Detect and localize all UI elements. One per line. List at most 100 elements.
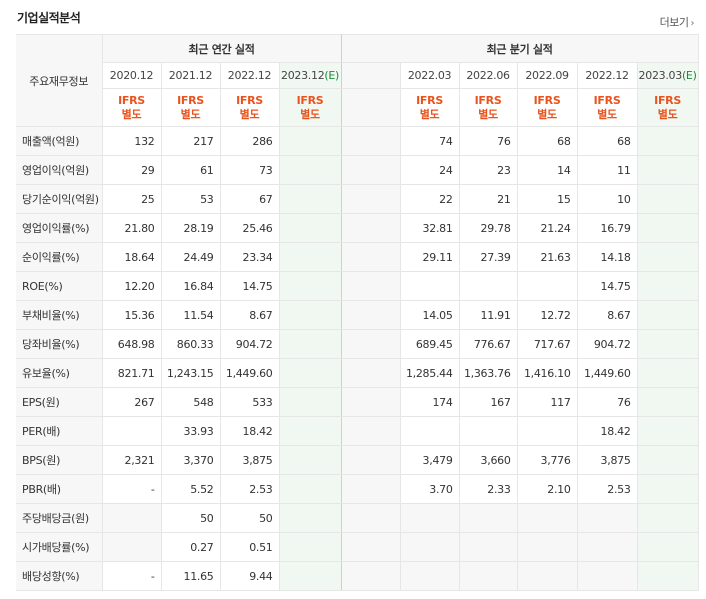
table-row: 순이익률(%) 18.64 24.49 23.34 29.11 27.39 21.63 14.… — [16, 242, 699, 272]
quarter-value-cell — [637, 242, 699, 272]
annual-value-cell: 1,243.15 — [161, 358, 221, 388]
quarter-value-cell: 3,479 — [400, 445, 460, 475]
quarter-value-cell — [459, 271, 518, 301]
spacer-cell — [341, 213, 401, 243]
annual-value-cell — [279, 300, 342, 330]
spacer-cell — [341, 474, 401, 504]
annual-value-cell: 14.75 — [220, 271, 280, 301]
corner-label: 주요재무정보 — [16, 34, 103, 127]
quarter-value-cell — [400, 503, 460, 533]
more-link[interactable]: 더보기 › — [659, 14, 695, 30]
period-label: 2022.06 — [466, 69, 510, 82]
annual-value-cell: 3,875 — [220, 445, 280, 475]
quarter-value-cell — [637, 532, 699, 562]
quarter-value-cell: 14.75 — [577, 271, 638, 301]
estimate-mark: (E) — [681, 69, 697, 82]
quarter-value-cell — [459, 561, 518, 591]
spacer-cell — [341, 503, 401, 533]
annual-value-cell: 28.19 — [161, 213, 221, 243]
row-label: EPS(원) — [16, 387, 103, 417]
ifrs-standard-cell: IFRS 별도 — [577, 88, 638, 127]
annual-value-cell: 11.54 — [161, 300, 221, 330]
annual-value-cell: 18.64 — [102, 242, 162, 272]
annual-value-cell: 0.27 — [161, 532, 221, 562]
row-label: ROE(%) — [16, 271, 103, 301]
ifrs-sub-label: 별도 — [597, 107, 617, 121]
more-label: 더보기 — [659, 16, 689, 29]
quarter-value-cell: 117 — [517, 387, 578, 417]
annual-value-cell: 61 — [161, 155, 221, 185]
spacer-cell — [341, 242, 401, 272]
quarter-value-cell — [637, 184, 699, 214]
annual-value-cell: 821.71 — [102, 358, 162, 388]
quarter-value-cell: 21 — [459, 184, 518, 214]
period-label: 2022.12 — [227, 69, 272, 82]
quarter-value-cell: 1,449.60 — [577, 358, 638, 388]
table-row: 매출액(억원) 132 217 286 74 76 68 68 — [16, 126, 699, 156]
chevron-right-icon: › — [690, 18, 695, 29]
annual-period-header: 2022.12 — [220, 62, 280, 89]
spacer-cell — [341, 271, 401, 301]
table-row: EPS(원) 267 548 533 174 167 117 76 — [16, 387, 699, 417]
table-row: 당기순이익(억원) 25 53 67 22 21 15 10 — [16, 184, 699, 214]
row-label: BPS(원) — [16, 445, 103, 475]
annual-value-cell: 29 — [102, 155, 162, 185]
annual-value-cell — [102, 503, 162, 533]
quarter-value-cell: 76 — [459, 126, 518, 156]
quarter-value-cell — [577, 503, 638, 533]
ifrs-label: IFRS — [236, 93, 263, 107]
quarter-value-cell: 27.39 — [459, 242, 518, 272]
annual-period-header: 2020.12 — [102, 62, 162, 89]
annual-value-cell: 860.33 — [161, 329, 221, 359]
ifrs-sub-label: 별도 — [239, 107, 260, 121]
quarter-value-cell: 717.67 — [517, 329, 578, 359]
ifrs-standard-cell: IFRS 별도 — [279, 88, 342, 127]
quarter-value-cell — [517, 532, 578, 562]
quarter-value-cell: 68 — [517, 126, 578, 156]
quarter-value-cell: 29.11 — [400, 242, 460, 272]
quarter-value-cell: 1,285.44 — [400, 358, 460, 388]
quarter-value-cell — [459, 532, 518, 562]
row-label: 부채비율(%) — [16, 300, 103, 330]
annual-value-cell: 9.44 — [220, 561, 280, 591]
estimate-mark: (E) — [324, 69, 340, 82]
row-label: 순이익률(%) — [16, 242, 103, 272]
quarter-value-cell — [459, 503, 518, 533]
quarter-value-cell: 3,875 — [577, 445, 638, 475]
annual-value-cell: 286 — [220, 126, 280, 156]
table-row: 시가배당률(%) 0.27 0.51 — [16, 532, 699, 562]
annual-value-cell — [279, 213, 342, 243]
annual-value-cell: - — [102, 474, 162, 504]
quarter-value-cell: 3,660 — [459, 445, 518, 475]
annual-value-cell: 15.36 — [102, 300, 162, 330]
quarter-value-cell: 32.81 — [400, 213, 460, 243]
ifrs-sub-label: 별도 — [657, 107, 678, 121]
table-row: PBR(배) -5.52 2.53 3.70 2.33 2.10 2.53 — [16, 474, 699, 504]
quarter-value-cell — [637, 358, 699, 388]
annual-value-cell: 8.67 — [220, 300, 280, 330]
quarter-value-cell — [637, 155, 699, 185]
annual-value-cell: 0.51 — [220, 532, 280, 562]
period-label: 2023.03 — [638, 69, 683, 82]
quarter-value-cell: 23 — [459, 155, 518, 185]
quarter-value-cell — [577, 561, 638, 591]
annual-value-cell: 267 — [102, 387, 162, 417]
period-label: 2022.09 — [525, 69, 569, 82]
ifrs-standard-cell: IFRS 별도 — [161, 88, 221, 127]
spacer-cell — [341, 88, 401, 127]
annual-value-cell: 21.80 — [102, 213, 162, 243]
quarter-value-cell — [400, 561, 460, 591]
annual-value-cell — [102, 532, 162, 562]
spacer-cell — [341, 387, 401, 417]
annual-value-cell — [279, 445, 342, 475]
annual-value-cell — [279, 155, 342, 185]
annual-value-cell: 3,370 — [161, 445, 221, 475]
quarter-value-cell — [637, 329, 699, 359]
annual-value-cell: 533 — [220, 387, 280, 417]
spacer-cell — [341, 329, 401, 359]
annual-value-cell — [279, 184, 342, 214]
quarter-value-cell: 3.70 — [400, 474, 460, 504]
quarter-value-cell — [517, 561, 578, 591]
annual-value-cell: 23.34 — [220, 242, 280, 272]
quarter-value-cell: 1,363.76 — [459, 358, 518, 388]
